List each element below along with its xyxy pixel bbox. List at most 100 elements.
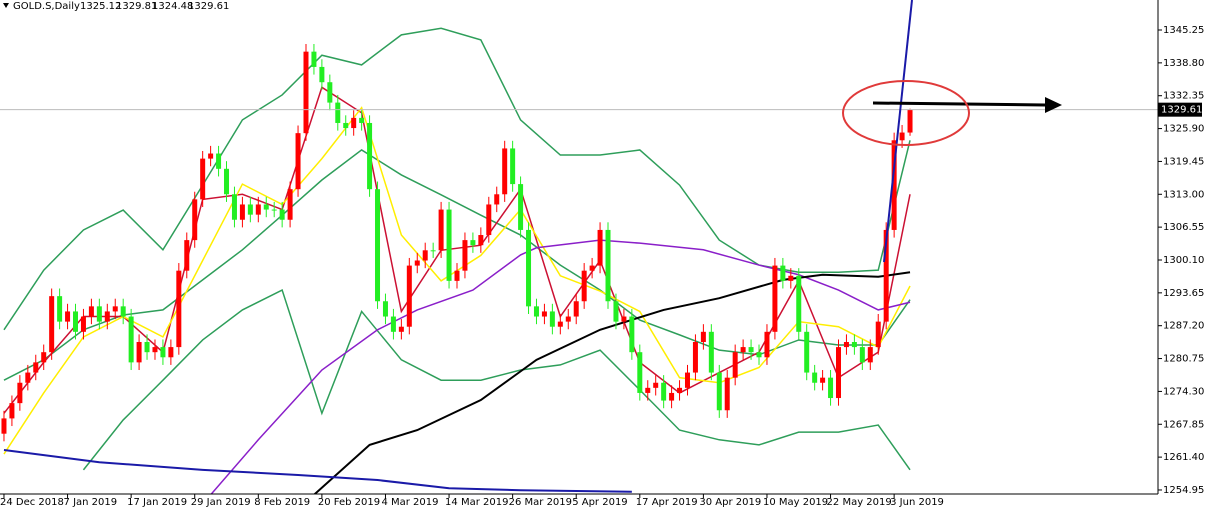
candle-body: [541, 311, 547, 317]
x-tick-label: 20 Feb 2019: [318, 497, 380, 508]
y-tick-label: 1254.95: [1163, 485, 1204, 496]
candle-body: [899, 132, 905, 141]
candle-body: [796, 275, 802, 332]
candle-body: [160, 347, 166, 358]
plot-area: [0, 27, 1158, 494]
candle-body: [716, 372, 722, 411]
candle-body: [756, 352, 762, 358]
candle-body: [859, 347, 865, 363]
candle-body: [128, 316, 134, 363]
candle-body: [271, 209, 277, 211]
symbol-title: GOLD.S,Daily: [13, 1, 80, 12]
candle-body: [764, 331, 770, 358]
arrow-shaft: [872, 101, 1046, 107]
candle-body: [231, 194, 237, 220]
candle-body: [406, 265, 412, 327]
y-tick-label: 1267.85: [1163, 419, 1204, 430]
candle-body: [533, 306, 539, 317]
candle-body: [812, 372, 818, 383]
candle-body: [335, 102, 341, 123]
candle-body: [33, 362, 39, 373]
candle-body: [49, 296, 55, 353]
candle-body: [295, 133, 301, 190]
candle-body: [748, 347, 754, 353]
candle-body: [414, 260, 420, 266]
trend-line: [883, 0, 913, 263]
candle-body: [1, 418, 7, 434]
candle-body: [88, 306, 94, 317]
candle-body: [247, 204, 253, 215]
candle-body: [25, 372, 31, 383]
candle-body: [112, 306, 118, 312]
candle-body: [184, 240, 190, 271]
y-tick-label: 1345.25: [1163, 25, 1204, 36]
candle-body: [17, 382, 23, 404]
candle-body: [740, 347, 746, 353]
candle-body: [303, 51, 309, 134]
annotations: [842, 0, 1062, 263]
x-tick-label: 29 Jan 2019: [191, 497, 251, 508]
candle-body: [375, 189, 381, 302]
header-low: 1324.48: [152, 1, 193, 12]
candle-body: [192, 199, 198, 241]
candle-body: [446, 209, 452, 281]
candle-body: [867, 347, 873, 363]
candle-body: [828, 377, 834, 399]
header-high: 1329.81: [116, 1, 157, 12]
header-open: 1325.12: [80, 1, 121, 12]
x-tick-label: 5 Apr 2019: [572, 497, 627, 508]
candle-body: [557, 321, 563, 327]
arrow-head: [1045, 97, 1062, 113]
candle-body: [255, 204, 261, 215]
candle-body: [700, 331, 706, 342]
y-tick-label: 1261.40: [1163, 452, 1204, 463]
x-tick-label: 26 Mar 2019: [509, 497, 572, 508]
candle-body: [669, 392, 675, 401]
candle-body: [239, 204, 245, 220]
candle-body: [597, 229, 603, 266]
candle-body: [422, 250, 428, 261]
candle-body: [263, 204, 269, 210]
candle-body: [454, 270, 460, 281]
candle-body: [486, 204, 492, 236]
candle-body: [891, 140, 897, 230]
candle-body: [168, 347, 174, 358]
y-tick-label: 1274.30: [1163, 386, 1204, 397]
candle-body: [684, 372, 690, 388]
y-tick-label: 1313.00: [1163, 189, 1204, 200]
candle-body: [637, 352, 643, 393]
candle-body: [661, 382, 667, 401]
candle-body: [120, 306, 126, 317]
candle-body: [780, 265, 786, 281]
candle-body: [327, 82, 333, 103]
y-tick-label: 1319.45: [1163, 156, 1204, 167]
candle-body: [732, 352, 738, 378]
candle-body: [653, 382, 659, 388]
candle-body: [462, 240, 468, 271]
candle-body: [526, 229, 532, 307]
candle-body: [875, 321, 881, 348]
candle-body: [200, 158, 206, 200]
candle-body: [645, 387, 651, 393]
candle-body: [613, 301, 619, 322]
candle-body: [835, 347, 841, 399]
candle-body: [502, 148, 508, 195]
candle-body: [573, 301, 579, 317]
x-tick-label: 22 May 2019: [827, 497, 892, 508]
current-price-label: 1329.61: [1161, 105, 1202, 116]
candle-body: [494, 194, 500, 205]
header-close: 1329.61: [188, 1, 229, 12]
candle-body: [224, 168, 230, 195]
menu-icon: [3, 3, 9, 8]
candle-body: [851, 342, 857, 348]
candle-body: [589, 265, 595, 271]
x-tick-label: 17 Apr 2019: [636, 497, 698, 508]
x-tick-label: 4 Mar 2019: [381, 497, 438, 508]
x-tick-label: 17 Jan 2019: [127, 497, 187, 508]
candle-body: [390, 316, 396, 332]
candle-body: [804, 331, 810, 373]
x-tick-label: 14 Mar 2019: [445, 497, 508, 508]
y-tick-label: 1325.90: [1163, 124, 1204, 135]
candle-body: [549, 311, 555, 327]
